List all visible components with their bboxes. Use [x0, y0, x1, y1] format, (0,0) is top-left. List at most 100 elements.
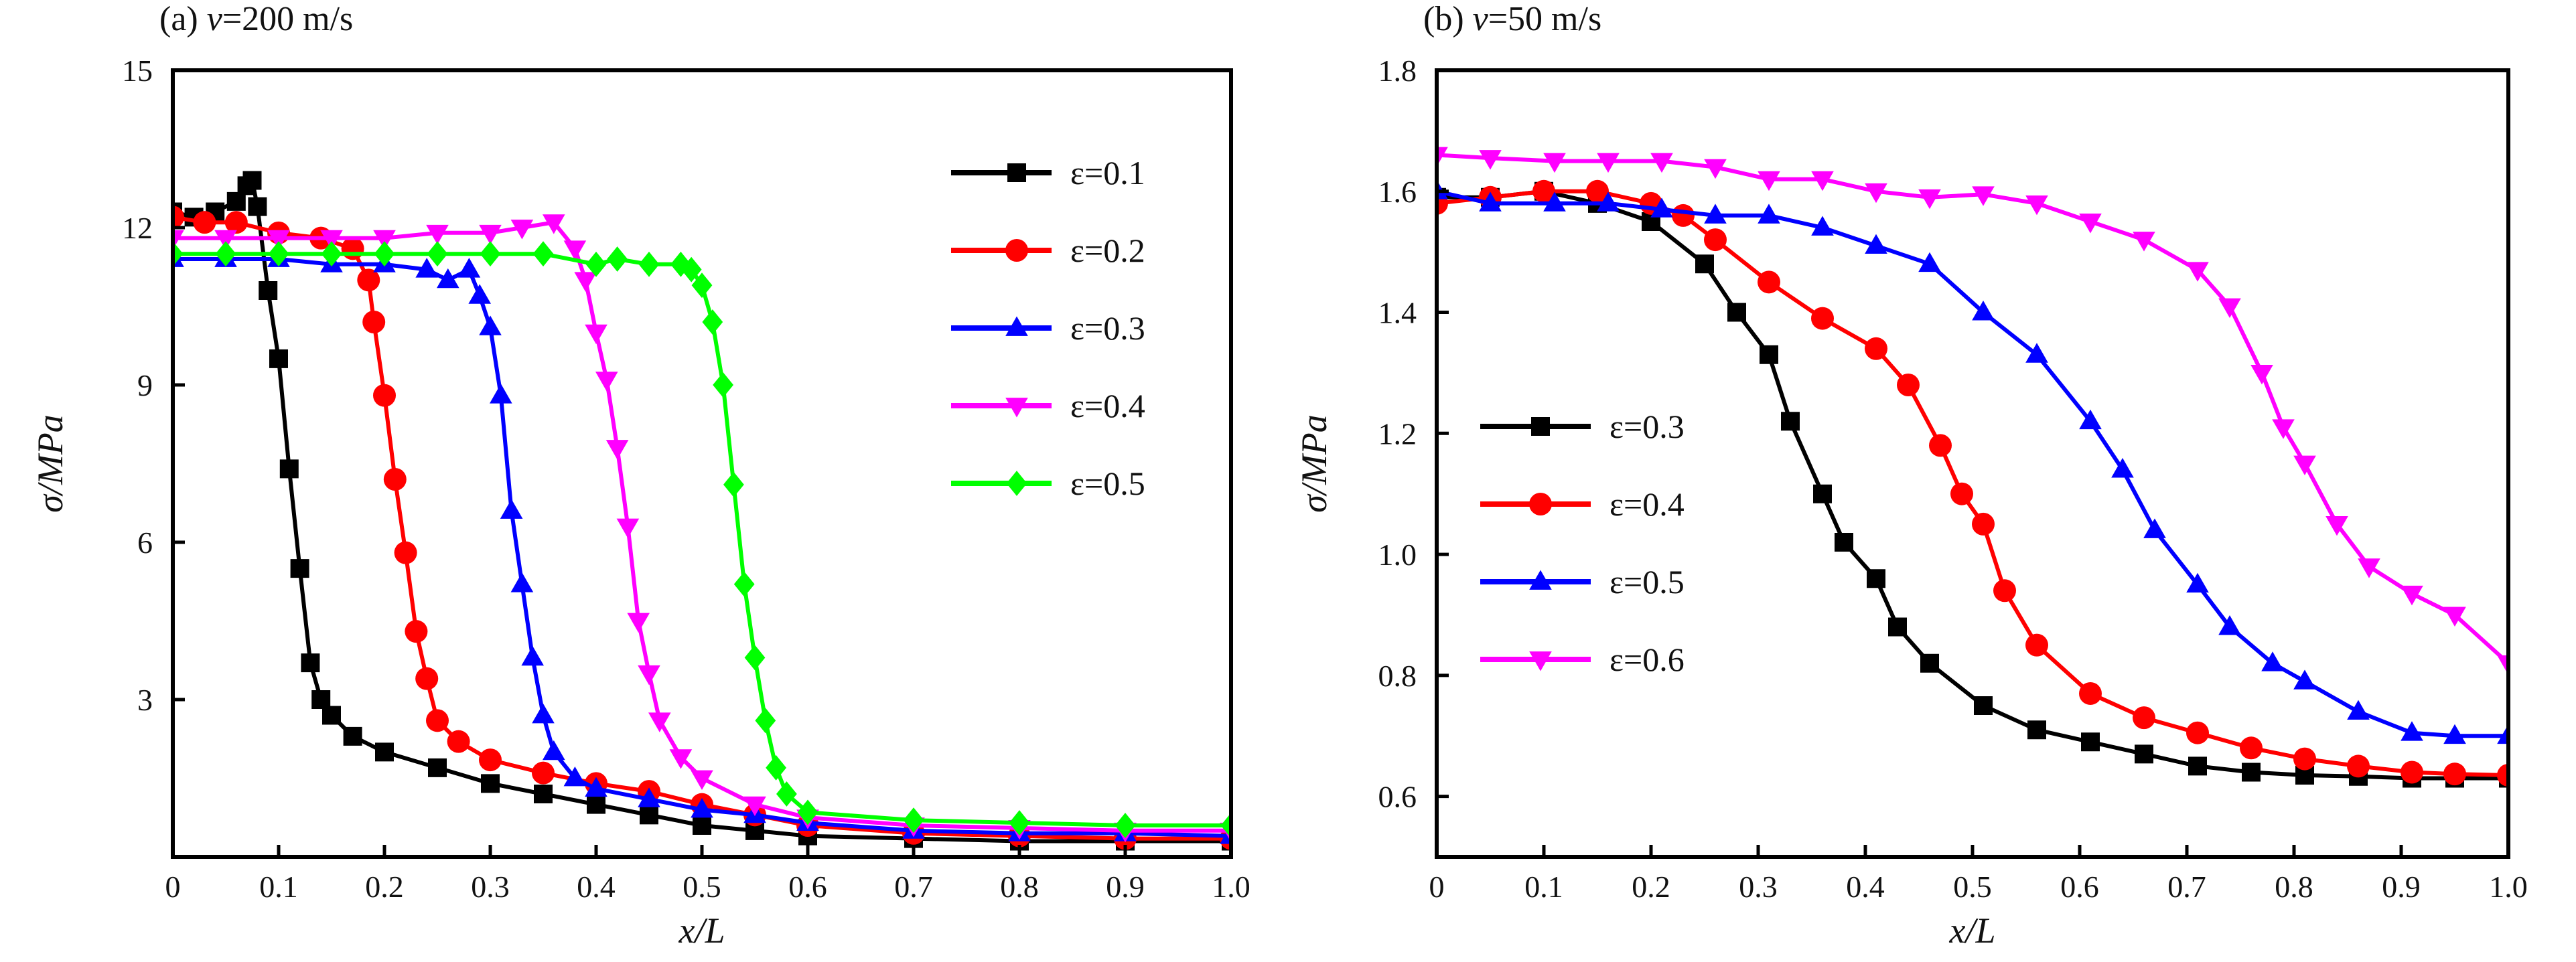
x-tick-label: 0.7: [2167, 870, 2206, 904]
data-point: [2079, 214, 2102, 234]
y-tick-label: 3: [137, 683, 153, 717]
data-point: [479, 315, 502, 335]
data-point: [267, 230, 290, 250]
data-point: [405, 620, 428, 643]
x-tick-label: 0.6: [788, 870, 827, 904]
data-point: [1543, 191, 1566, 212]
data-point: [374, 241, 395, 267]
x-tick-label: 0.1: [259, 870, 298, 904]
data-point: [1009, 810, 1030, 835]
data-point: [2133, 706, 2155, 730]
data-point: [479, 748, 502, 772]
y-tick-label: 1.8: [1378, 54, 1417, 88]
x-tick-label: 0.5: [1953, 870, 1992, 904]
data-point: [311, 690, 331, 709]
data-point: [2250, 365, 2273, 385]
data-point: [2143, 518, 2166, 538]
y-tick-label: 15: [122, 54, 153, 88]
data-point: [2401, 721, 2423, 741]
data-point: [691, 798, 713, 818]
series-line: [1437, 189, 2508, 738]
x-tick-label: 1.0: [2489, 870, 2528, 904]
data-point: [585, 777, 607, 797]
y-axis-label: σ/MPa: [1294, 414, 1334, 513]
x-tick-label: 0.4: [1846, 870, 1885, 904]
data-point: [2497, 655, 2508, 675]
data-point: [457, 258, 481, 278]
data-point: [1760, 345, 1778, 364]
data-point: [510, 572, 534, 592]
series-4: [173, 214, 1231, 843]
data-point: [534, 785, 553, 803]
data-point: [2027, 720, 2046, 740]
legend-marker: [1005, 398, 1028, 418]
x-tick-label: 1.0: [1212, 870, 1250, 904]
data-point: [394, 541, 417, 564]
data-point: [321, 241, 342, 267]
data-point: [1972, 301, 1995, 321]
data-point: [224, 211, 248, 234]
data-point: [2186, 721, 2209, 744]
chart-title-variable: v: [207, 0, 223, 38]
data-point: [362, 311, 386, 333]
data-point: [1897, 374, 1920, 396]
chart-title: (b) v=50 m/s: [1423, 0, 1601, 38]
y-tick-label: 9: [137, 368, 153, 402]
data-point: [373, 384, 396, 407]
series-3: [1437, 179, 2508, 744]
series-4: [1437, 147, 2508, 675]
data-point: [776, 781, 797, 807]
x-tick-label: 0.1: [1524, 870, 1563, 904]
data-point: [1835, 533, 1853, 552]
data-point: [1758, 204, 1780, 224]
data-point: [713, 372, 733, 398]
y-tick-label: 1.4: [1378, 296, 1417, 330]
data-point: [248, 197, 267, 216]
data-point: [2293, 455, 2316, 475]
data-point: [627, 613, 650, 633]
data-point: [2133, 232, 2155, 252]
data-point: [1781, 412, 1800, 431]
series-line: [1437, 153, 2508, 665]
data-point: [2497, 763, 2508, 787]
data-point: [426, 224, 449, 245]
data-point: [214, 230, 237, 250]
y-tick-label: 6: [137, 526, 153, 560]
data-point: [1532, 179, 1555, 203]
data-point: [585, 324, 607, 345]
data-point: [743, 796, 766, 817]
data-point: [1650, 197, 1673, 218]
data-point: [173, 230, 184, 250]
data-point: [2293, 747, 2316, 771]
data-point: [691, 770, 713, 790]
data-point: [1972, 512, 1995, 536]
data-point: [1865, 183, 1887, 204]
data-point: [269, 349, 288, 368]
series-1: [1437, 181, 2508, 788]
x-tick-label: 0.8: [1000, 870, 1039, 904]
data-point: [1865, 337, 1887, 360]
data-point: [1437, 179, 1448, 199]
legend: ε=0.1 ε=0.2 ε=0.3 ε=0.4 ε=0.5: [951, 154, 1145, 502]
data-point: [2240, 736, 2263, 760]
data-point: [226, 191, 246, 211]
y-tick-label: 0.6: [1378, 780, 1417, 814]
data-point: [173, 206, 184, 229]
y-axis-label: σ/MPa: [30, 414, 70, 513]
chart-title-value: =200 m/s: [222, 0, 353, 38]
legend-marker: [1005, 316, 1028, 336]
data-point: [1974, 696, 1993, 716]
series-line: [1437, 189, 2508, 777]
data-point: [1650, 153, 1673, 173]
x-tick-label: 0.4: [577, 870, 616, 904]
data-point: [1811, 171, 1834, 191]
legend-label: ε=0.5: [1070, 465, 1145, 502]
data-point: [2443, 724, 2466, 744]
data-point: [2261, 651, 2284, 671]
data-point: [2401, 760, 2423, 784]
data-point: [1811, 307, 1834, 330]
data-point: [1437, 147, 1448, 167]
data-point: [415, 258, 438, 278]
data-point: [2025, 195, 2048, 216]
